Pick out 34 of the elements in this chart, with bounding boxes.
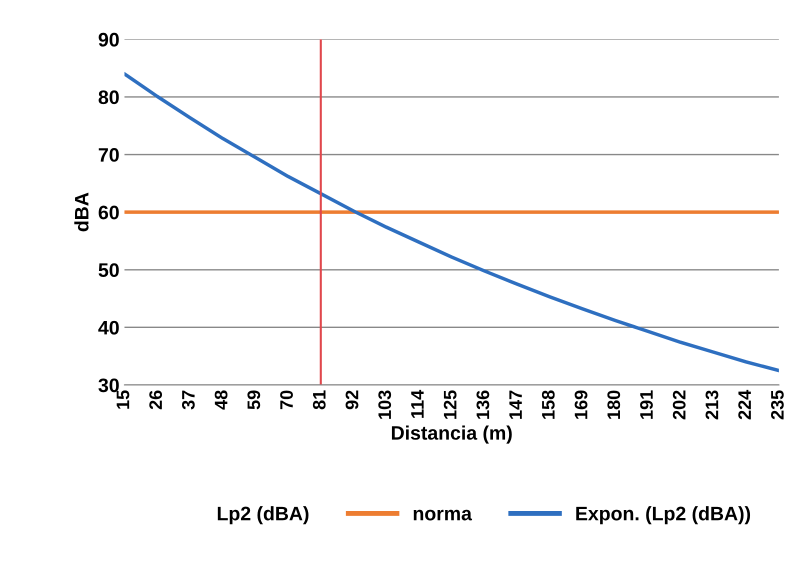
x-tick-label: 147 — [509, 390, 522, 419]
x-axis-title: Distancia (m) — [392, 426, 512, 444]
x-tick-label: 224 — [738, 390, 751, 420]
y-tick-label: 90 — [98, 32, 119, 47]
x-tick-label: 81 — [312, 390, 326, 410]
y-tick-label: 40 — [98, 320, 119, 335]
x-tick-label: 70 — [280, 390, 293, 410]
x-tick-label: 59 — [247, 390, 260, 410]
x-tick-label: 37 — [182, 390, 195, 410]
y-tick-label: 60 — [98, 206, 119, 220]
x-tick-label: 169 — [574, 390, 588, 419]
x-tick-label: 213 — [706, 390, 718, 420]
x-tick-label: 26 — [149, 390, 162, 410]
x-tick-label: 103 — [378, 390, 392, 419]
x-tick-label: 158 — [542, 390, 555, 419]
x-tick-label: 92 — [346, 390, 358, 410]
line-series — [124, 72, 779, 372]
y-axis-title: dBA — [74, 192, 89, 232]
x-tick-label: 180 — [607, 390, 620, 419]
legend-label: norma — [414, 510, 472, 520]
x-tick-label: 202 — [672, 390, 686, 420]
y-tick-label: 80 — [98, 90, 119, 104]
x-tick-label: 235 — [770, 390, 784, 420]
x-tick-label: 136 — [476, 390, 490, 419]
y-tick-label: 30 — [98, 378, 119, 392]
x-tick-label: 15 — [116, 390, 130, 409]
x-tick-label: 114 — [411, 390, 424, 418]
x-tick-label: 191 — [640, 390, 653, 419]
y-tick-label: 70 — [98, 148, 119, 162]
legend-label: Expon. (Lp2 (dBA)) — [576, 506, 750, 524]
y-tick-label: 50 — [98, 263, 119, 277]
text: Lp2 (dBA) — [218, 506, 308, 524]
x-tick-label: 125 — [444, 390, 457, 419]
x-tick-label: 48 — [214, 390, 228, 410]
